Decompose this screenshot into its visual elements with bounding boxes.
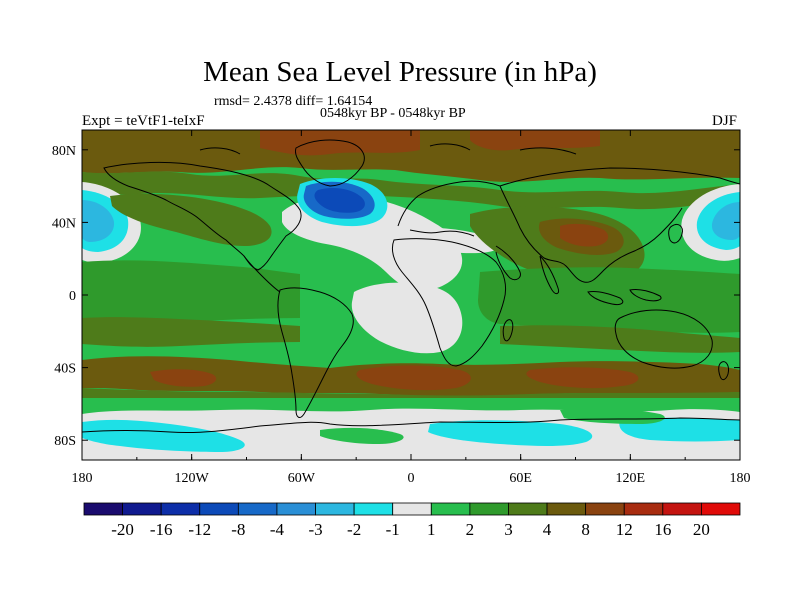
colorbar-label: -3: [308, 520, 322, 539]
lon-tick-label: 60E: [509, 471, 532, 486]
antarctic-green-patch: [560, 407, 665, 424]
colorbar-swatch: [276, 502, 316, 516]
coast-japan: [668, 223, 683, 244]
colorbar-swatch: [623, 502, 664, 516]
indian-olive: [500, 325, 740, 353]
colorbar-label: -20: [111, 520, 134, 539]
lon-tick-label: 120E: [616, 471, 646, 486]
lat-tick-label: 80S: [54, 434, 76, 449]
coast-india: [539, 255, 559, 295]
coast-north-america: [103, 161, 302, 271]
colorbar-swatch: [83, 502, 123, 516]
colorbar-swatch: [237, 502, 278, 516]
colorbar-swatch: [585, 502, 625, 516]
coastlines: [82, 139, 740, 434]
colorbar-label: 3: [504, 520, 513, 539]
south-atlantic-rust: [356, 365, 471, 391]
coast-south-america: [277, 287, 354, 418]
pacific-low-west-core: [82, 200, 115, 242]
pacific-low-east-core: [711, 202, 740, 240]
coast-asia: [499, 167, 740, 283]
colorbar-label: -2: [347, 520, 361, 539]
colorbar-label: 12: [616, 520, 633, 539]
coast-new-zealand: [718, 361, 729, 381]
lat-axis: 80N 40N 0 40S 80S: [52, 144, 740, 449]
lon-tick-label: 60W: [288, 471, 316, 486]
coast-central-america: [243, 255, 281, 293]
coast-arctic-islands: [199, 143, 577, 155]
colorbar-swatch: [392, 502, 432, 516]
antarctic-cyan-west: [82, 419, 245, 452]
colorbar-label: 20: [693, 520, 710, 539]
atlantic-low-core: [314, 188, 365, 213]
antarctic-cyan-mid: [428, 420, 593, 446]
greenland-rust: [260, 130, 420, 156]
colorbar-label: 2: [466, 520, 475, 539]
antarctic-green-patch-2: [320, 427, 404, 444]
colorbar-swatch: [508, 502, 548, 516]
stats-line: rmsd= 2.4378 diff= 1.64154: [214, 94, 373, 109]
coast-africa: [391, 238, 507, 367]
south-atlantic-neutral: [351, 282, 463, 354]
siberia-rust: [470, 130, 600, 151]
figure-title: Mean Sea Level Pressure (in hPa): [203, 56, 597, 88]
lat-tick-label: 40N: [52, 216, 76, 231]
coast-arabia: [495, 245, 521, 281]
colorbar-swatch: [546, 502, 587, 516]
colorbar-swatch: [315, 502, 355, 516]
indo-pacific-olive: [478, 267, 740, 333]
coast-greenland: [295, 139, 365, 187]
colorbar-swatch: [430, 502, 471, 516]
lon-tick-label: 180: [72, 471, 93, 486]
coast-europe: [397, 180, 501, 237]
lon-axis: 180 120W 60W 0 60E 120E 180: [72, 130, 751, 486]
colorbar-swatch: [160, 502, 201, 516]
lon-tick-label: 180: [730, 471, 751, 486]
period-line: 0548kyr BP - 0548kyr BP: [320, 106, 466, 121]
colorbar-label: 4: [543, 520, 552, 539]
colorbar-label: -1: [386, 520, 400, 539]
colorbar-swatch: [122, 502, 162, 516]
colorbar-swatch: [701, 502, 741, 516]
colorbar-swatch: [662, 502, 702, 516]
experiment-label: Expt = teVtF1-teIxF: [82, 113, 205, 129]
colorbar: -20 -16 -12 -8 -4 -3 -2 -1 1 2 3 4 8 12 16 20: [83, 502, 741, 539]
antarctic-cyan-east: [619, 417, 740, 442]
colorbar-label: 16: [654, 520, 671, 539]
asia-rust: [560, 223, 609, 247]
season-label: DJF: [712, 113, 738, 129]
colorbar-label: -4: [270, 520, 285, 539]
colorbar-label: 8: [581, 520, 590, 539]
pressure-field: [82, 130, 740, 460]
lon-tick-label: 0: [408, 471, 415, 486]
lat-tick-label: 0: [69, 289, 76, 304]
colorbar-swatch: [353, 502, 394, 516]
colorbar-label: -12: [188, 520, 211, 539]
lat-tick-label: 40S: [54, 362, 76, 377]
coast-australia: [614, 309, 713, 369]
tropical-green-band: [82, 260, 300, 323]
colorbar-swatch: [469, 502, 509, 516]
coast-antarctica: [82, 417, 740, 434]
antarctic-neutral: [82, 408, 740, 460]
north-america-olive: [110, 193, 272, 246]
coast-madagascar: [502, 319, 514, 342]
coast-indonesia: [587, 289, 662, 305]
colorbar-label: -16: [150, 520, 173, 539]
lon-tick-label: 120W: [175, 471, 210, 486]
lat-tick-label: 80N: [52, 144, 76, 159]
south-indian-rust: [526, 367, 639, 389]
south-pacific-olive: [82, 317, 300, 347]
colorbar-label: 1: [427, 520, 436, 539]
colorbar-label: -8: [231, 520, 245, 539]
colorbar-swatch: [199, 502, 239, 516]
south-pacific-rust: [150, 369, 217, 387]
northern-olive-belt: [82, 171, 740, 210]
